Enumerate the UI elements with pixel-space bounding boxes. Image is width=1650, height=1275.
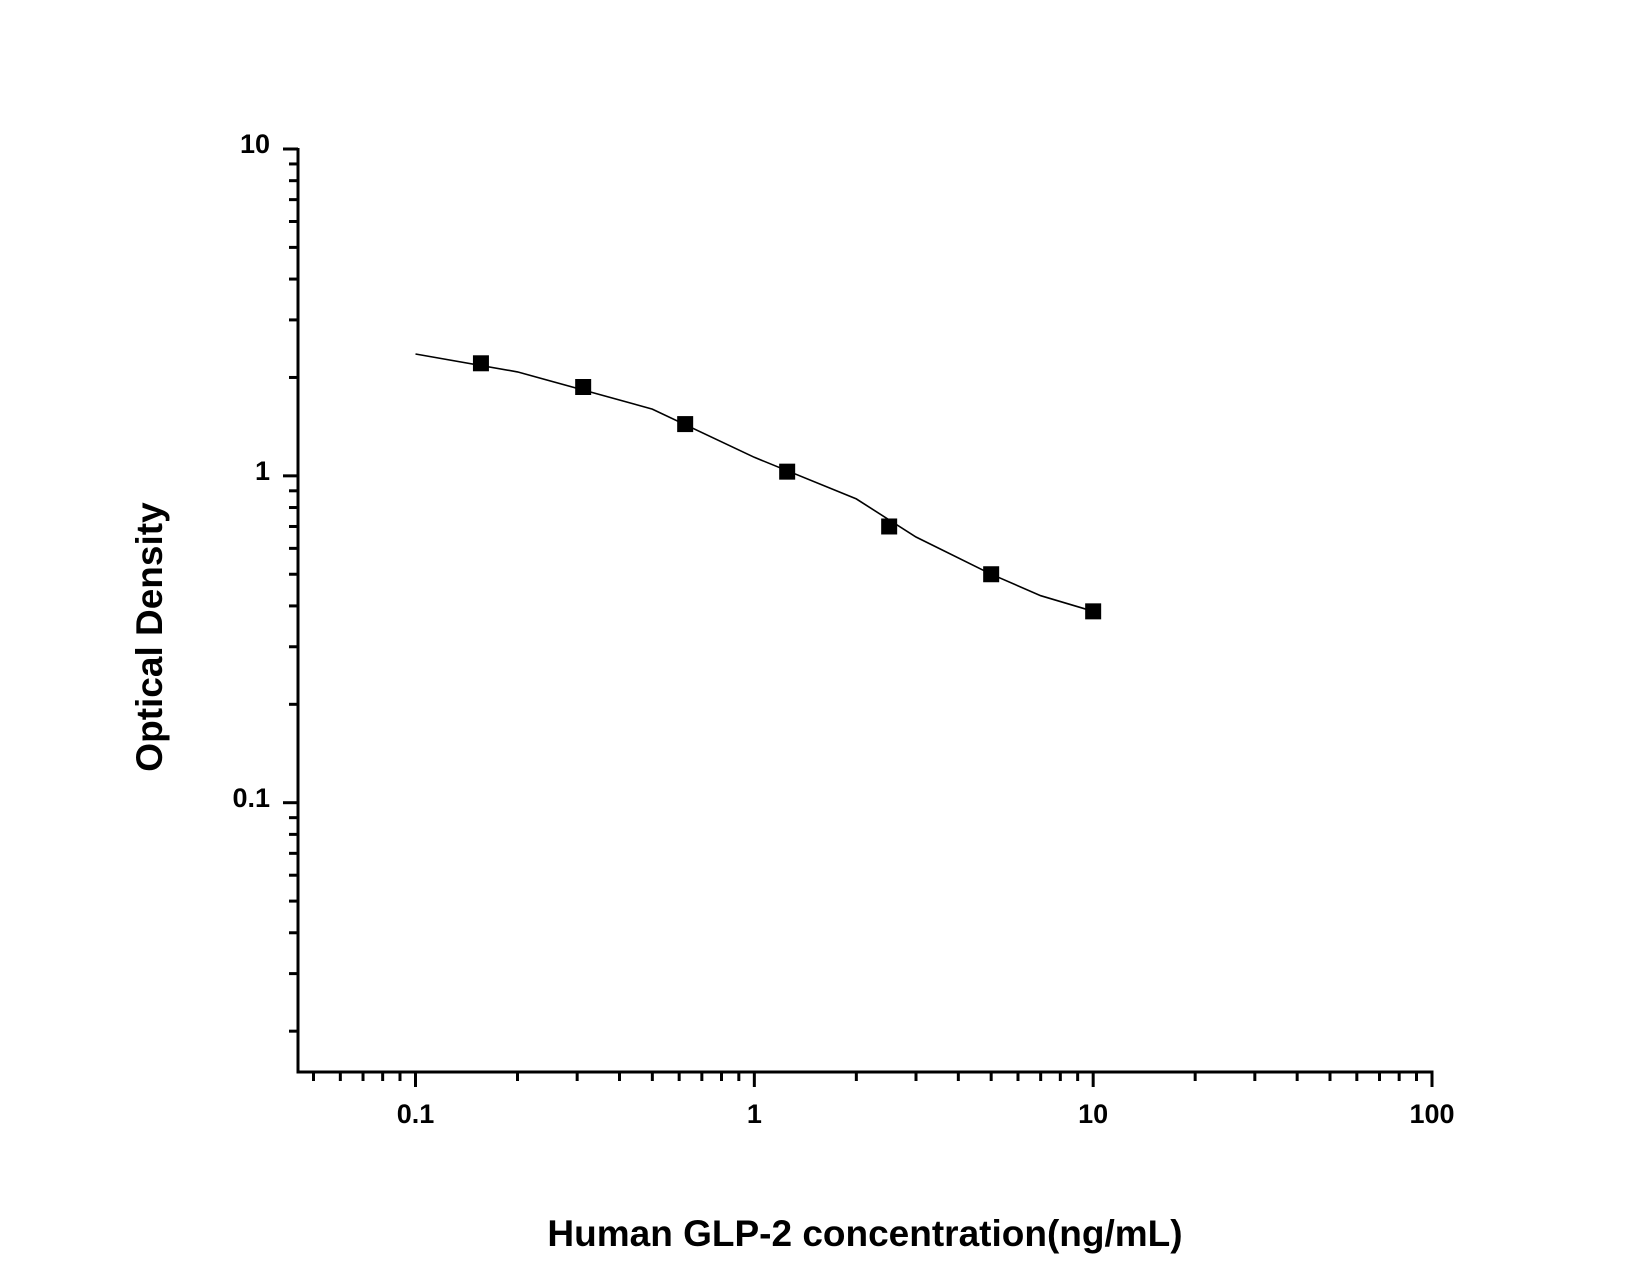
x-tick-label: 0.1 [397,1099,435,1129]
data-point [575,378,592,395]
y-tick-label: 0.1 [232,783,270,813]
x-axis-title: Human GLP-2 concentration(ng/mL) [547,1213,1182,1254]
data-point [881,518,898,535]
data-point [472,355,489,372]
y-tick-label: 10 [240,129,270,159]
x-tick-label: 1 [747,1099,762,1129]
fit-curve [415,353,1094,613]
y-axis-title: Optical Density [129,502,170,772]
data-point [779,463,796,480]
x-tick-label: 10 [1078,1099,1108,1129]
x-tick-label: 100 [1409,1099,1454,1129]
y-tick-label: 1 [255,456,270,486]
